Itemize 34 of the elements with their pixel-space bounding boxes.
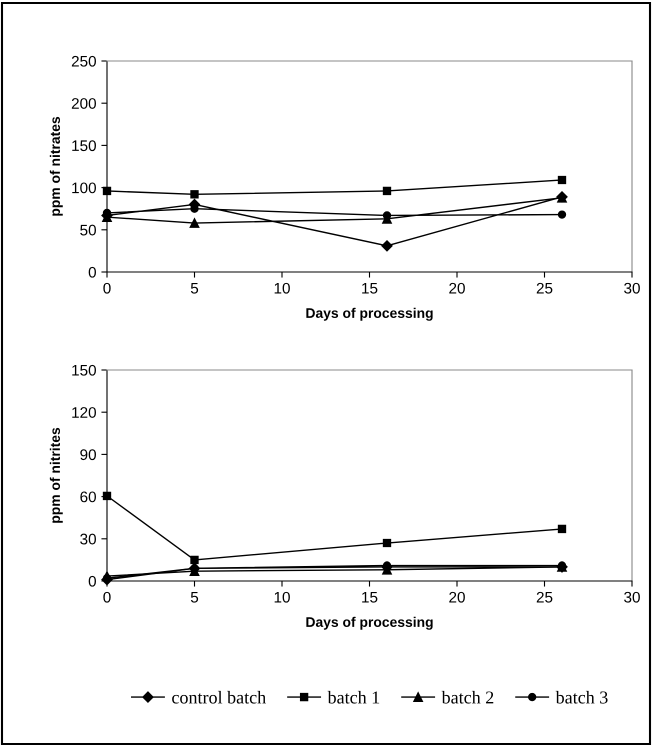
x-tick-label: 25 <box>536 592 552 603</box>
y-tick-label: 90 <box>80 449 96 460</box>
x-axis-title: Days of processing <box>306 616 433 630</box>
y-axis-title: ppm of nitrates <box>50 116 63 216</box>
y-tick-label: 0 <box>88 576 96 587</box>
y-tick-label: 60 <box>80 491 96 502</box>
x-tick-label: 0 <box>103 282 111 294</box>
y-axis-title: ppm of nitrites <box>50 428 63 523</box>
legend-label: batch 1 <box>328 690 380 704</box>
y-tick-label: 150 <box>72 140 96 152</box>
x-tick-label: 30 <box>624 282 640 294</box>
y-tick-label: 150 <box>72 364 96 376</box>
y-tick-label: 50 <box>80 224 96 236</box>
y-tick-label: 30 <box>80 534 96 544</box>
legend-label: control batch <box>172 690 266 704</box>
x-tick-label: 20 <box>449 282 465 294</box>
x-tick-label: 5 <box>190 282 198 294</box>
y-tick-label: 0 <box>88 266 96 278</box>
x-tick-label: 5 <box>190 592 198 603</box>
x-axis-title: Days of processing <box>306 308 433 321</box>
x-tick-label: 0 <box>103 592 111 603</box>
x-tick-label: 20 <box>449 592 465 603</box>
x-tick-label: 15 <box>362 592 378 603</box>
x-tick-label: 10 <box>274 282 290 294</box>
x-tick-label: 25 <box>536 282 552 294</box>
y-tick-label: 120 <box>72 407 96 418</box>
y-tick-label: 200 <box>72 98 96 109</box>
x-tick-label: 15 <box>362 282 378 294</box>
x-tick-label: 10 <box>274 592 290 603</box>
x-tick-label: 30 <box>624 592 640 603</box>
y-tick-label: 100 <box>72 182 96 194</box>
y-tick-label: 250 <box>72 56 96 67</box>
legend-label: batch 3 <box>556 690 608 704</box>
legend-label: batch 2 <box>442 690 494 704</box>
